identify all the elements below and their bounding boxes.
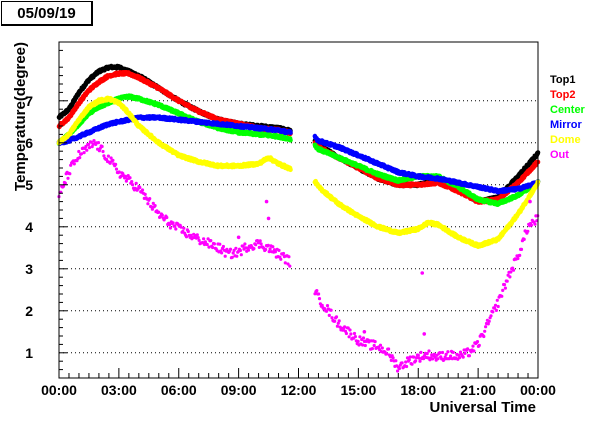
plot-background	[59, 42, 538, 378]
date-label: 05/09/19	[1, 1, 93, 26]
data-point	[288, 137, 293, 143]
series-layer	[56, 63, 541, 373]
data-point	[288, 130, 293, 135]
